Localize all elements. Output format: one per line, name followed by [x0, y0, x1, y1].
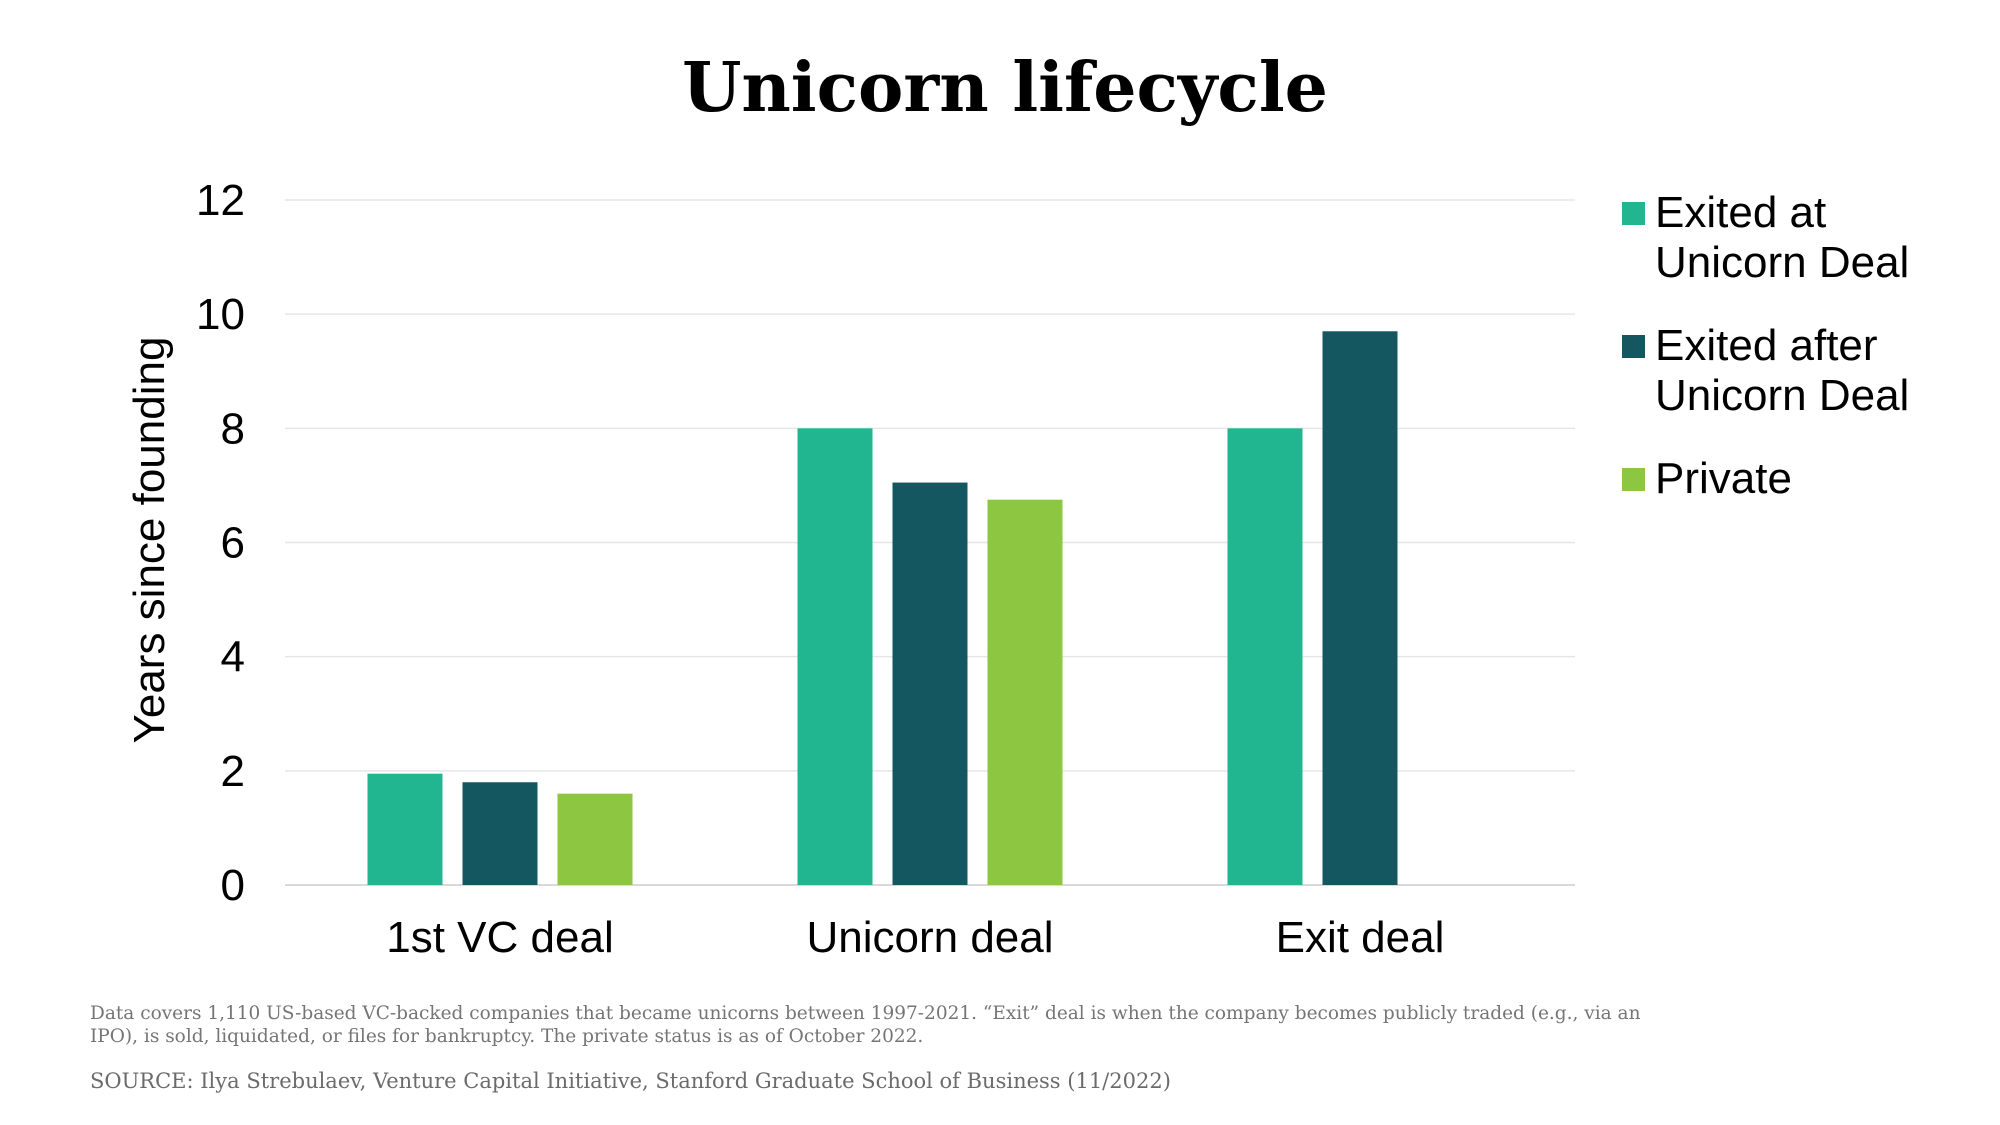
- bar: [462, 782, 538, 885]
- bar: [987, 499, 1063, 885]
- y-tick-label: 6: [221, 519, 245, 568]
- footnote: Data covers 1,110 US-based VC-backed com…: [90, 1003, 1641, 1047]
- y-tick-label: 12: [196, 176, 245, 225]
- legend-label: Exited after Unicorn Deal: [1655, 321, 1910, 420]
- y-tick-label: 4: [221, 633, 245, 682]
- legend-swatch: [1622, 468, 1645, 491]
- legend-item: Exited at Unicorn Deal: [1622, 188, 1945, 288]
- bar: [892, 482, 968, 885]
- y-tick-label: 10: [196, 290, 245, 339]
- bar: [1227, 428, 1303, 885]
- bar: [367, 773, 443, 885]
- x-tick-label: Exit deal: [1276, 913, 1445, 962]
- legend-item: Private: [1622, 454, 1945, 504]
- legend-swatch: [1622, 335, 1645, 358]
- x-tick-label: 1st VC deal: [386, 913, 613, 962]
- y-tick-label: 8: [221, 404, 245, 453]
- source-note: SOURCE: Ilya Strebulaev, Venture Capital…: [90, 1069, 1171, 1093]
- chart-title: Unicorn lifecycle: [682, 48, 1328, 128]
- bar-chart: 0 2 4 6 8 10 12 1st VC deal Unicorn deal Exit dea…: [196, 176, 1575, 962]
- y-tick-label: 0: [221, 861, 245, 910]
- bar: [1322, 331, 1398, 886]
- legend-label: Exited at Unicorn Deal: [1655, 188, 1910, 287]
- legend-item: Exited after Unicorn Deal: [1622, 321, 1945, 421]
- bar: [557, 793, 633, 885]
- y-axis-title: Years since founding: [125, 336, 174, 744]
- legend-swatch: [1622, 202, 1645, 225]
- y-tick-label: 2: [221, 747, 245, 796]
- legend: Exited at Unicorn Deal Exited after Unico…: [1622, 188, 1945, 537]
- bar: [797, 428, 873, 885]
- x-tick-label: Unicorn deal: [806, 913, 1053, 962]
- legend-label: Private: [1655, 454, 1792, 503]
